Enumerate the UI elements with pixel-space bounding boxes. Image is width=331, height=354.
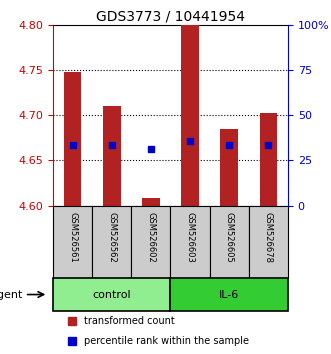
Bar	[53, 278, 170, 311]
Bar	[64, 72, 81, 206]
Text: IL-6: IL-6	[219, 290, 239, 299]
Bar	[92, 206, 131, 278]
Bar	[131, 206, 170, 278]
Text: GSM526561: GSM526561	[68, 211, 77, 262]
Text: GSM526678: GSM526678	[264, 211, 273, 263]
Bar	[220, 129, 238, 206]
Bar	[249, 206, 288, 278]
Bar	[181, 25, 199, 206]
Text: agent: agent	[0, 290, 23, 299]
Bar	[170, 206, 210, 278]
Bar	[142, 199, 160, 206]
Text: GSM526562: GSM526562	[107, 211, 116, 262]
Text: GSM526605: GSM526605	[225, 211, 234, 262]
Text: transformed count: transformed count	[83, 316, 174, 326]
Bar	[53, 206, 92, 278]
Bar	[210, 206, 249, 278]
Text: percentile rank within the sample: percentile rank within the sample	[83, 336, 249, 346]
Text: control: control	[92, 290, 131, 299]
Text: GSM526603: GSM526603	[186, 211, 195, 262]
Text: GSM526602: GSM526602	[146, 211, 155, 262]
Bar	[260, 113, 277, 206]
Bar	[170, 278, 288, 311]
Title: GDS3773 / 10441954: GDS3773 / 10441954	[96, 10, 245, 24]
Bar	[103, 106, 120, 206]
